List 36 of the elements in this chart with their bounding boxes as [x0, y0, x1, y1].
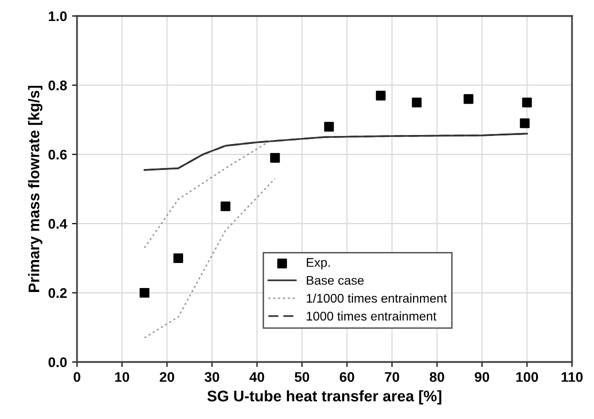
y-tick-label: 0.0 [48, 357, 67, 368]
x-tick-label: 0 [74, 372, 80, 382]
x-tick-label: 100 [516, 372, 538, 382]
point [522, 98, 532, 108]
line-series [144, 140, 272, 249]
point [520, 118, 530, 128]
y-tick-label: 1.0 [48, 11, 67, 22]
y-tick-label: 0.2 [48, 288, 67, 298]
x-tick-label: 50 [294, 372, 310, 382]
legend-label: 1000 times entrainment [306, 311, 436, 321]
point [464, 94, 474, 104]
x-tick-label: 90 [474, 372, 490, 382]
point [324, 122, 334, 132]
x-tick-label: 110 [562, 372, 583, 382]
y-tick-label: 0.6 [48, 150, 67, 160]
x-tick-label: 40 [249, 372, 264, 382]
x-tick-label: 20 [160, 372, 174, 382]
legend-label: 1/1000 times entrainment [306, 294, 447, 303]
y-tick-label: 0.4 [48, 218, 68, 229]
point [412, 98, 422, 108]
x-tick-label: 30 [204, 372, 220, 382]
point [173, 253, 184, 264]
x-axis-title: SG U-tube heat transfer area [%] [207, 390, 442, 404]
y-tick-label: 0.8 [48, 80, 67, 90]
point [270, 153, 280, 163]
x-tick-label: 60 [340, 372, 354, 382]
y-axis-title: Primary mass flowrate [kg/s] [28, 86, 42, 292]
legend-label: Base case [306, 276, 364, 285]
point [220, 201, 230, 212]
x-tick-label: 10 [115, 372, 130, 382]
line-series [144, 178, 276, 338]
x-tick-label: 70 [384, 372, 400, 382]
legend-label: Exp. [306, 258, 330, 270]
point [376, 90, 386, 100]
point [140, 288, 150, 298]
x-tick-label: 80 [430, 372, 444, 382]
